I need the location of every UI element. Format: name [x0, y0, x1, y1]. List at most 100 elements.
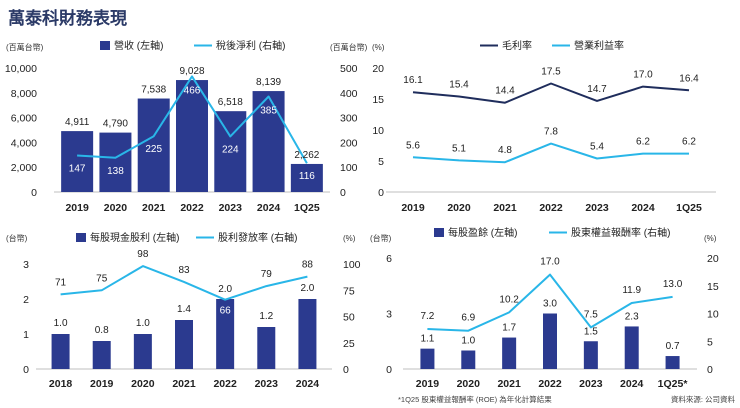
right-tick-label: 0: [707, 364, 713, 376]
bar-data-label: 7,538: [141, 85, 166, 96]
line-data-label: 147: [69, 164, 86, 175]
bar-data-label: 2.0: [300, 283, 314, 294]
bar: [461, 350, 476, 369]
left-axis-unit: (%): [372, 43, 385, 52]
x-tick-label: 2019: [65, 202, 89, 214]
legend-swatch-bar: [100, 41, 110, 50]
line-data-label: 6.2: [682, 137, 696, 148]
x-tick-label: 2020: [104, 202, 128, 214]
right-tick-label: 20: [707, 253, 719, 265]
bar: [216, 299, 235, 369]
right-tick-label: 0: [340, 187, 346, 199]
source-note: 資料來源: 公司資料: [671, 394, 736, 404]
left-tick-label: 10: [372, 125, 384, 137]
x-tick-label: 2021: [172, 378, 196, 390]
line-data-label: 7.8: [544, 127, 558, 138]
series-line: [412, 142, 689, 164]
line-data-label: 11.9: [622, 285, 641, 296]
bar-data-label: 2,262: [294, 150, 319, 161]
line-data-label: 75: [96, 273, 108, 284]
series-line: [427, 273, 673, 332]
x-tick-label: 2023: [585, 202, 609, 214]
line-data-label: 7.5: [584, 309, 598, 320]
x-tick-label: 1Q25: [294, 202, 320, 214]
legend-label: 每股盈餘 (左軸): [448, 226, 517, 239]
left-axis-unit: (台幣): [6, 233, 28, 243]
right-axis-unit: (百萬台幣): [330, 42, 368, 52]
bar: [624, 326, 639, 369]
left-tick-label: 3: [386, 309, 392, 321]
left-tick-label: 15: [372, 94, 384, 106]
right-tick-label: 10: [707, 309, 719, 321]
bar-data-label: 6,518: [218, 97, 243, 108]
line-data-label: 466: [184, 85, 201, 96]
line-data-label: 116: [299, 171, 315, 182]
x-tick-label: 2019: [90, 378, 114, 390]
left-tick-label: 3: [23, 259, 29, 271]
right-tick-label: 15: [707, 281, 719, 293]
bar: [137, 98, 170, 192]
line-data-label: 10.2: [499, 294, 519, 305]
left-tick-label: 2: [23, 294, 29, 306]
right-tick-label: 0: [343, 364, 349, 376]
left-tick-label: 4,000: [11, 137, 37, 149]
left-tick-label: 1: [23, 329, 29, 341]
legend-label: 營收 (左軸): [114, 39, 163, 52]
line-data-label: 224: [222, 144, 239, 155]
bar: [175, 320, 193, 369]
x-tick-label: 2021: [493, 202, 517, 214]
line-data-label: 13.0: [663, 279, 683, 290]
right-tick-label: 25: [343, 338, 355, 350]
right-tick-label: 75: [343, 285, 355, 297]
right-tick-label: 100: [340, 162, 358, 174]
x-tick-label: 2022: [538, 378, 562, 390]
bar-data-label: 1.0: [461, 336, 475, 347]
bar-data-label: 1.7: [502, 323, 516, 334]
x-tick-label: 2020: [131, 378, 155, 390]
legend-label: 股東權益報酬率 (右軸): [571, 226, 670, 239]
left-tick-label: 6,000: [11, 113, 37, 125]
bar: [176, 80, 208, 192]
bar-data-label: 9,028: [179, 66, 204, 77]
series-line: [77, 75, 308, 164]
legend-swatch-bar: [434, 228, 444, 237]
right-axis-unit: (%): [704, 234, 717, 243]
chart-dividends: (台幣) (%) 0 1 2 3 0 25 50 75 100 2018 2019 2020 2021 202…: [6, 231, 361, 390]
line-data-label: 98: [137, 249, 149, 260]
x-tick-label: 2024: [631, 202, 655, 214]
line-data-label: 14.4: [495, 86, 515, 97]
line-data-label: 83: [178, 265, 190, 276]
x-tick-label: 2021: [142, 202, 166, 214]
line-data-label: 138: [107, 166, 124, 177]
x-tick-label: 2021: [497, 378, 521, 390]
x-tick-label: 2023: [579, 378, 603, 390]
series-line: [412, 82, 690, 104]
line-data-label: 5.6: [406, 140, 420, 151]
left-tick-label: 8,000: [11, 88, 37, 100]
line-data-label: 17.5: [541, 67, 561, 78]
left-tick-label: 2,000: [11, 162, 37, 174]
right-tick-label: 200: [340, 137, 358, 149]
bar: [665, 356, 680, 369]
right-tick-label: 50: [343, 312, 355, 324]
bar-data-label: 4,790: [103, 119, 128, 130]
x-tick-label: 2024: [620, 378, 644, 390]
line-data-label: 5.4: [590, 142, 604, 153]
line-data-label: 4.8: [498, 145, 512, 156]
right-tick-label: 5: [707, 336, 713, 348]
bar: [92, 341, 111, 369]
bar-data-label: 0.7: [666, 341, 680, 352]
bar-data-label: 4,911: [65, 117, 90, 128]
line-data-label: 88: [302, 260, 314, 271]
bar-data-label: 1.1: [420, 334, 434, 345]
x-tick-label: 2020: [447, 202, 471, 214]
legend-label: 營業利益率: [574, 39, 624, 52]
right-tick-label: 300: [340, 113, 358, 125]
chart-margins: (%) 0 5 10 15 20 2019 2020 2021 2022 2023 2024 1Q25 毛…: [372, 39, 716, 214]
line-data-label: 17.0: [540, 257, 560, 268]
left-tick-label: 6: [386, 253, 392, 265]
legend-label: 稅後淨利 (右軸): [216, 39, 285, 52]
chart-eps_roe: (台幣) (%) 0 3 6 0 5 10 15 20 2019 2020 2021 2022 2023 20…: [370, 226, 719, 390]
legend-swatch-bar: [76, 233, 86, 242]
